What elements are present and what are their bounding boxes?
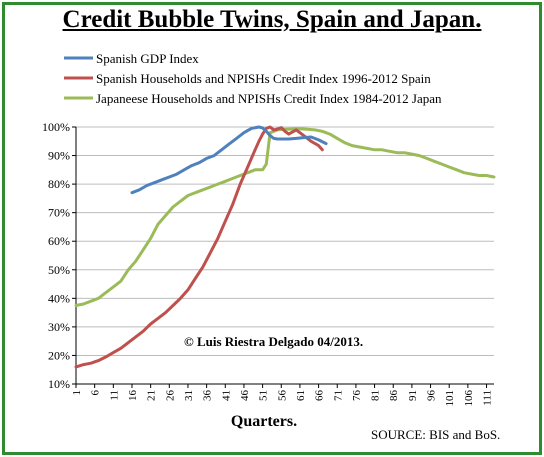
legend-label-2: Spanish Households and NPISHs Credit Ind…	[96, 71, 431, 86]
y-tick-label: 20%	[48, 348, 70, 362]
y-tick-label: 60%	[48, 234, 70, 248]
x-tick-label: 46	[239, 390, 251, 402]
axes	[75, 127, 494, 385]
legend-label-3: Japaneese Households and NPISHs Credit I…	[96, 91, 442, 106]
x-tick-label: 36	[202, 390, 214, 402]
x-tick-label: 26	[164, 390, 176, 402]
x-tick-label: 66	[314, 390, 326, 402]
source-note: SOURCE: BIS and BoS.	[371, 427, 500, 442]
x-tick-label: 16	[127, 390, 139, 402]
legend-label-1: Spanish GDP Index	[96, 51, 199, 66]
x-tick-label: 96	[426, 390, 438, 402]
x-tick-label: 41	[220, 390, 232, 401]
x-tick-label: 56	[276, 390, 288, 402]
x-tick-label: 6	[90, 390, 102, 396]
y-tick-label: 100%	[42, 120, 70, 134]
x-tick-label: 1	[71, 390, 83, 396]
y-tick-label: 40%	[48, 291, 70, 305]
x-tick-label: 71	[332, 390, 344, 401]
y-tick-label: 30%	[48, 320, 70, 334]
y-tick-label: 50%	[48, 263, 70, 277]
series-lines	[74, 125, 496, 369]
x-axis-ticks: 1 6 11 16 21 26 31 36 41 46 51 56 61 66 71 76 81 86 91 96 10…	[71, 384, 494, 407]
y-tick-label: 90%	[48, 149, 70, 163]
series-line-2	[74, 125, 324, 369]
x-tick-label: 101	[444, 390, 456, 407]
x-tick-label: 51	[258, 390, 270, 401]
x-axis-label: Quarters.	[231, 413, 297, 430]
y-tick-label: 80%	[48, 177, 70, 191]
x-tick-label: 106	[463, 390, 475, 407]
x-tick-label: 76	[351, 390, 363, 402]
legend: Spanish GDP Index Spanish Households and …	[64, 51, 442, 106]
series-line-1	[130, 125, 328, 195]
x-tick-label: 11	[108, 390, 120, 401]
x-tick-label: 31	[183, 390, 195, 401]
x-tick-label: 91	[407, 390, 419, 401]
chart-title: Credit Bubble Twins, Spain and Japan.	[62, 6, 482, 33]
x-tick-label: 61	[295, 390, 307, 401]
x-tick-label: 111	[482, 390, 494, 406]
x-tick-label: 86	[388, 390, 400, 402]
x-tick-label: 21	[146, 390, 158, 401]
y-tick-label: 70%	[48, 206, 70, 220]
annotation: © Luis Riestra Delgado 04/2013.	[184, 334, 363, 349]
y-axis-ticks: 10% 20% 30% 40% 50% 60% 70% 80% 90% 100%	[42, 120, 76, 391]
y-tick-label: 10%	[48, 377, 70, 391]
x-tick-label: 81	[370, 390, 382, 401]
